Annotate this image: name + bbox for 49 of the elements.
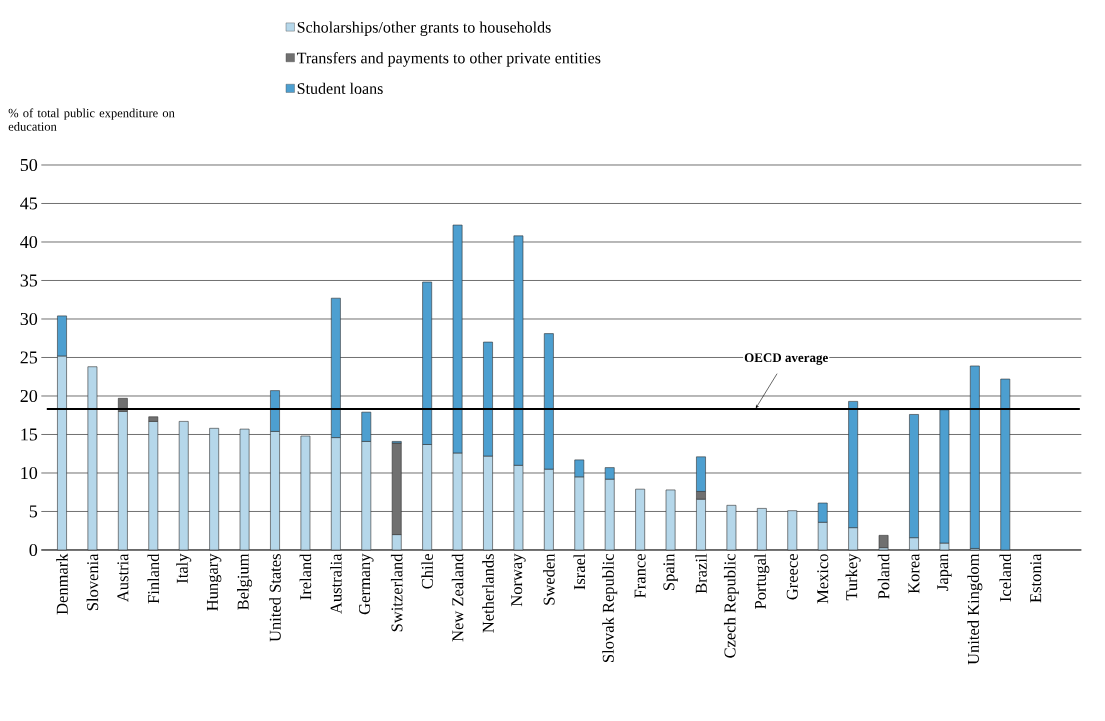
x-tick-label: Mexico	[817, 554, 829, 604]
x-tick-label: Germany	[359, 553, 374, 615]
y-tick-label: 20	[20, 389, 38, 403]
x-tick-label: Spain	[663, 553, 678, 590]
x-tick-label: Belgium	[237, 553, 253, 610]
y-tick-label: 10	[21, 466, 38, 480]
x-tick-label: Japan	[937, 553, 952, 591]
x-tick-label: Korea	[908, 553, 920, 594]
x-tick-label: Israel	[573, 553, 586, 590]
y-tick-label: 30	[20, 312, 38, 326]
x-tick-label: Estonia	[1030, 553, 1042, 603]
x-tick-label: Greece	[786, 554, 798, 600]
x-tick-label: Netherlands	[482, 554, 494, 633]
x-tick-label: Slovak Republic	[602, 554, 618, 662]
x-tick-label: Sweden	[543, 553, 555, 605]
x-tick-label: Chile	[421, 554, 433, 589]
x-tick-label: Poland	[877, 553, 890, 599]
y-axis-title: % of total public expenditure on education	[8, 108, 175, 131]
x-tick-label: Austria	[117, 553, 129, 602]
y-tick-label: 45	[20, 197, 38, 210]
legend-label: Transfers and payments to other private entities	[296, 52, 601, 67]
ref-line-label: OECD average	[744, 353, 828, 365]
y-tick-label: 40	[20, 235, 38, 249]
y-tick-label: 5	[29, 505, 38, 518]
x-tick-label: Portugal	[754, 553, 770, 609]
x-tick-label: Ireland	[299, 553, 312, 600]
x-tick-label: New Zealand	[451, 553, 464, 642]
x-tick-label: Hungary	[206, 553, 222, 611]
x-tick-label: Australia	[330, 553, 342, 614]
x-tick-label: Turkey	[845, 553, 861, 601]
y-tick-label: 50	[20, 158, 38, 172]
x-tick-label: Denmark	[56, 553, 68, 615]
x-tick-label: Czech Republic	[723, 554, 739, 658]
legend-label: Student loans	[297, 82, 383, 95]
x-tick-label: Slovenia	[86, 553, 99, 611]
x-tick-label: France	[634, 554, 646, 598]
x-tick-label: Switzerland	[390, 553, 403, 632]
y-tick-label: 35	[20, 274, 38, 287]
x-tick-label: Italy	[176, 553, 192, 584]
x-tick-label: Norway	[511, 553, 526, 607]
x-tick-label: United States	[269, 554, 281, 642]
legend-label: Scholarships/other grants to households	[297, 21, 551, 36]
x-tick-label: Iceland	[999, 553, 1012, 602]
y-tick-label: 15	[21, 428, 38, 441]
y-tick-label: 0	[29, 543, 38, 557]
x-tick-label: Finland	[147, 553, 160, 604]
x-tick-label: United Kingdom	[967, 553, 983, 665]
x-tick-label: Brazil	[695, 553, 707, 594]
y-tick-label: 25	[20, 351, 38, 364]
